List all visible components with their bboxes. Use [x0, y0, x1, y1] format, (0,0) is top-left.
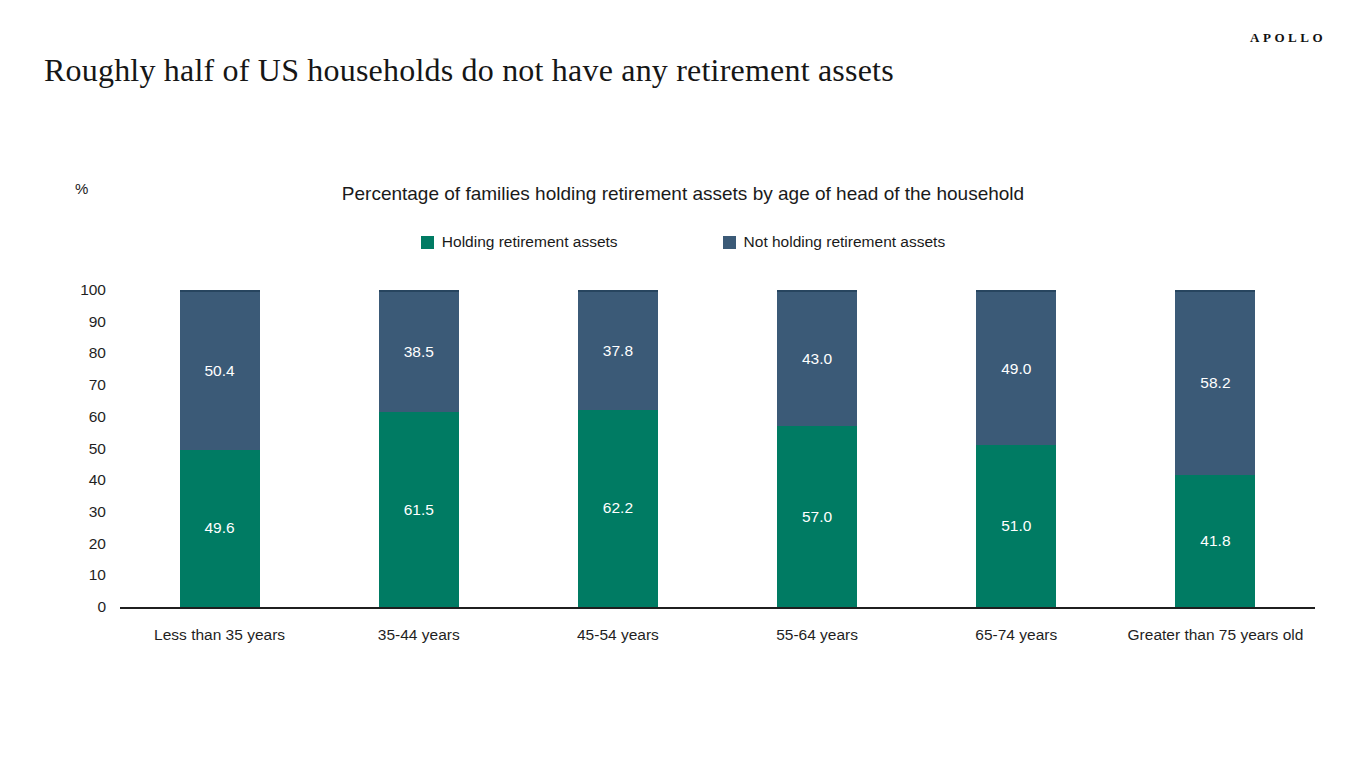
bar-segment-not-holding: 43.0 — [777, 290, 857, 426]
x-axis-label: 35-44 years — [319, 622, 518, 647]
bar-data-label: 57.0 — [802, 508, 832, 526]
y-axis-tick: 30 — [0, 503, 106, 521]
bar-segment-not-holding: 38.5 — [379, 290, 459, 412]
bar-data-label: 49.6 — [204, 519, 234, 537]
bar-column: 62.2 37.8 — [518, 290, 717, 607]
chart-title: Percentage of families holding retiremen… — [0, 183, 1366, 205]
x-axis-label: 55-64 years — [718, 622, 917, 647]
bar-segment-not-holding: 50.4 — [180, 290, 260, 450]
bar-column: 41.8 58.2 — [1116, 290, 1315, 607]
bar-stack: 49.6 50.4 — [180, 290, 260, 607]
legend-label-not-holding: Not holding retirement assets — [744, 233, 946, 251]
x-axis-label-text: 35-44 years — [378, 622, 460, 647]
bar-data-label: 37.8 — [603, 342, 633, 360]
x-axis-label-text: 65-74 years — [975, 622, 1057, 647]
bar-data-label: 61.5 — [404, 501, 434, 519]
x-axis-label: Greater than 75 years old — [1116, 622, 1315, 647]
bar-segment-holding: 49.6 — [180, 450, 260, 607]
y-axis-tick: 20 — [0, 535, 106, 553]
bar-data-label: 50.4 — [204, 362, 234, 380]
y-axis-tick: 70 — [0, 376, 106, 394]
y-axis-tick: 0 — [0, 598, 106, 616]
bar-stack: 51.0 49.0 — [976, 290, 1056, 607]
x-axis-label: 45-54 years — [518, 622, 717, 647]
y-axis-tick: 90 — [0, 313, 106, 331]
x-axis-label: 65-74 years — [917, 622, 1116, 647]
bar-data-label: 43.0 — [802, 350, 832, 368]
y-axis-tick: 10 — [0, 566, 106, 584]
bar-data-label: 58.2 — [1200, 374, 1230, 392]
y-axis: 0102030405060708090100 — [0, 290, 106, 607]
bar-segment-holding: 62.2 — [578, 410, 658, 607]
bar-segment-holding: 57.0 — [777, 426, 857, 607]
x-axis-label-text: 45-54 years — [577, 622, 659, 647]
bar-stack: 57.0 43.0 — [777, 290, 857, 607]
bar-column: 49.6 50.4 — [120, 290, 319, 607]
bar-segment-holding: 41.8 — [1175, 475, 1255, 608]
y-axis-unit-label: % — [75, 180, 88, 197]
y-axis-tick: 100 — [0, 281, 106, 299]
bar-stack: 62.2 37.8 — [578, 290, 658, 607]
legend-swatch-not-holding — [723, 236, 736, 249]
legend-swatch-holding — [421, 236, 434, 249]
bar-data-label: 51.0 — [1001, 517, 1031, 535]
bar-segment-holding: 51.0 — [976, 445, 1056, 607]
legend-item-holding: Holding retirement assets — [421, 233, 618, 251]
bar-data-label: 41.8 — [1200, 532, 1230, 550]
x-axis-label-text: Greater than 75 years old — [1128, 622, 1304, 647]
bar-data-label: 49.0 — [1001, 360, 1031, 378]
chart-legend: Holding retirement assets Not holding re… — [0, 233, 1366, 251]
bar-stack: 41.8 58.2 — [1175, 290, 1255, 607]
legend-item-not-holding: Not holding retirement assets — [723, 233, 946, 251]
bar-segment-not-holding: 49.0 — [976, 290, 1056, 445]
plot-area: 49.6 50.4 61.5 38.5 62.2 37.8 57.0 43.0 51.0 49.0… — [120, 290, 1315, 609]
apollo-logo: APOLLO — [1250, 30, 1326, 46]
x-axis-label-text: Less than 35 years — [154, 622, 285, 647]
bar-column: 61.5 38.5 — [319, 290, 518, 607]
legend-label-holding: Holding retirement assets — [442, 233, 618, 251]
bar-data-label: 62.2 — [603, 499, 633, 517]
x-axis-label: Less than 35 years — [120, 622, 319, 647]
x-axis-label-text: 55-64 years — [776, 622, 858, 647]
bar-column: 57.0 43.0 — [718, 290, 917, 607]
y-axis-tick: 60 — [0, 408, 106, 426]
bar-segment-not-holding: 37.8 — [578, 290, 658, 410]
bar-column: 51.0 49.0 — [917, 290, 1116, 607]
slide: APOLLO Roughly half of US households do … — [0, 0, 1366, 768]
y-axis-tick: 80 — [0, 344, 106, 362]
bar-data-label: 38.5 — [404, 343, 434, 361]
bar-stack: 61.5 38.5 — [379, 290, 459, 607]
y-axis-tick: 50 — [0, 440, 106, 458]
bar-segment-not-holding: 58.2 — [1175, 290, 1255, 474]
bar-segment-holding: 61.5 — [379, 412, 459, 607]
y-axis-tick: 40 — [0, 471, 106, 489]
page-title: Roughly half of US households do not hav… — [44, 52, 1144, 89]
x-axis-labels: Less than 35 years 35-44 years 45-54 years… — [120, 622, 1315, 647]
